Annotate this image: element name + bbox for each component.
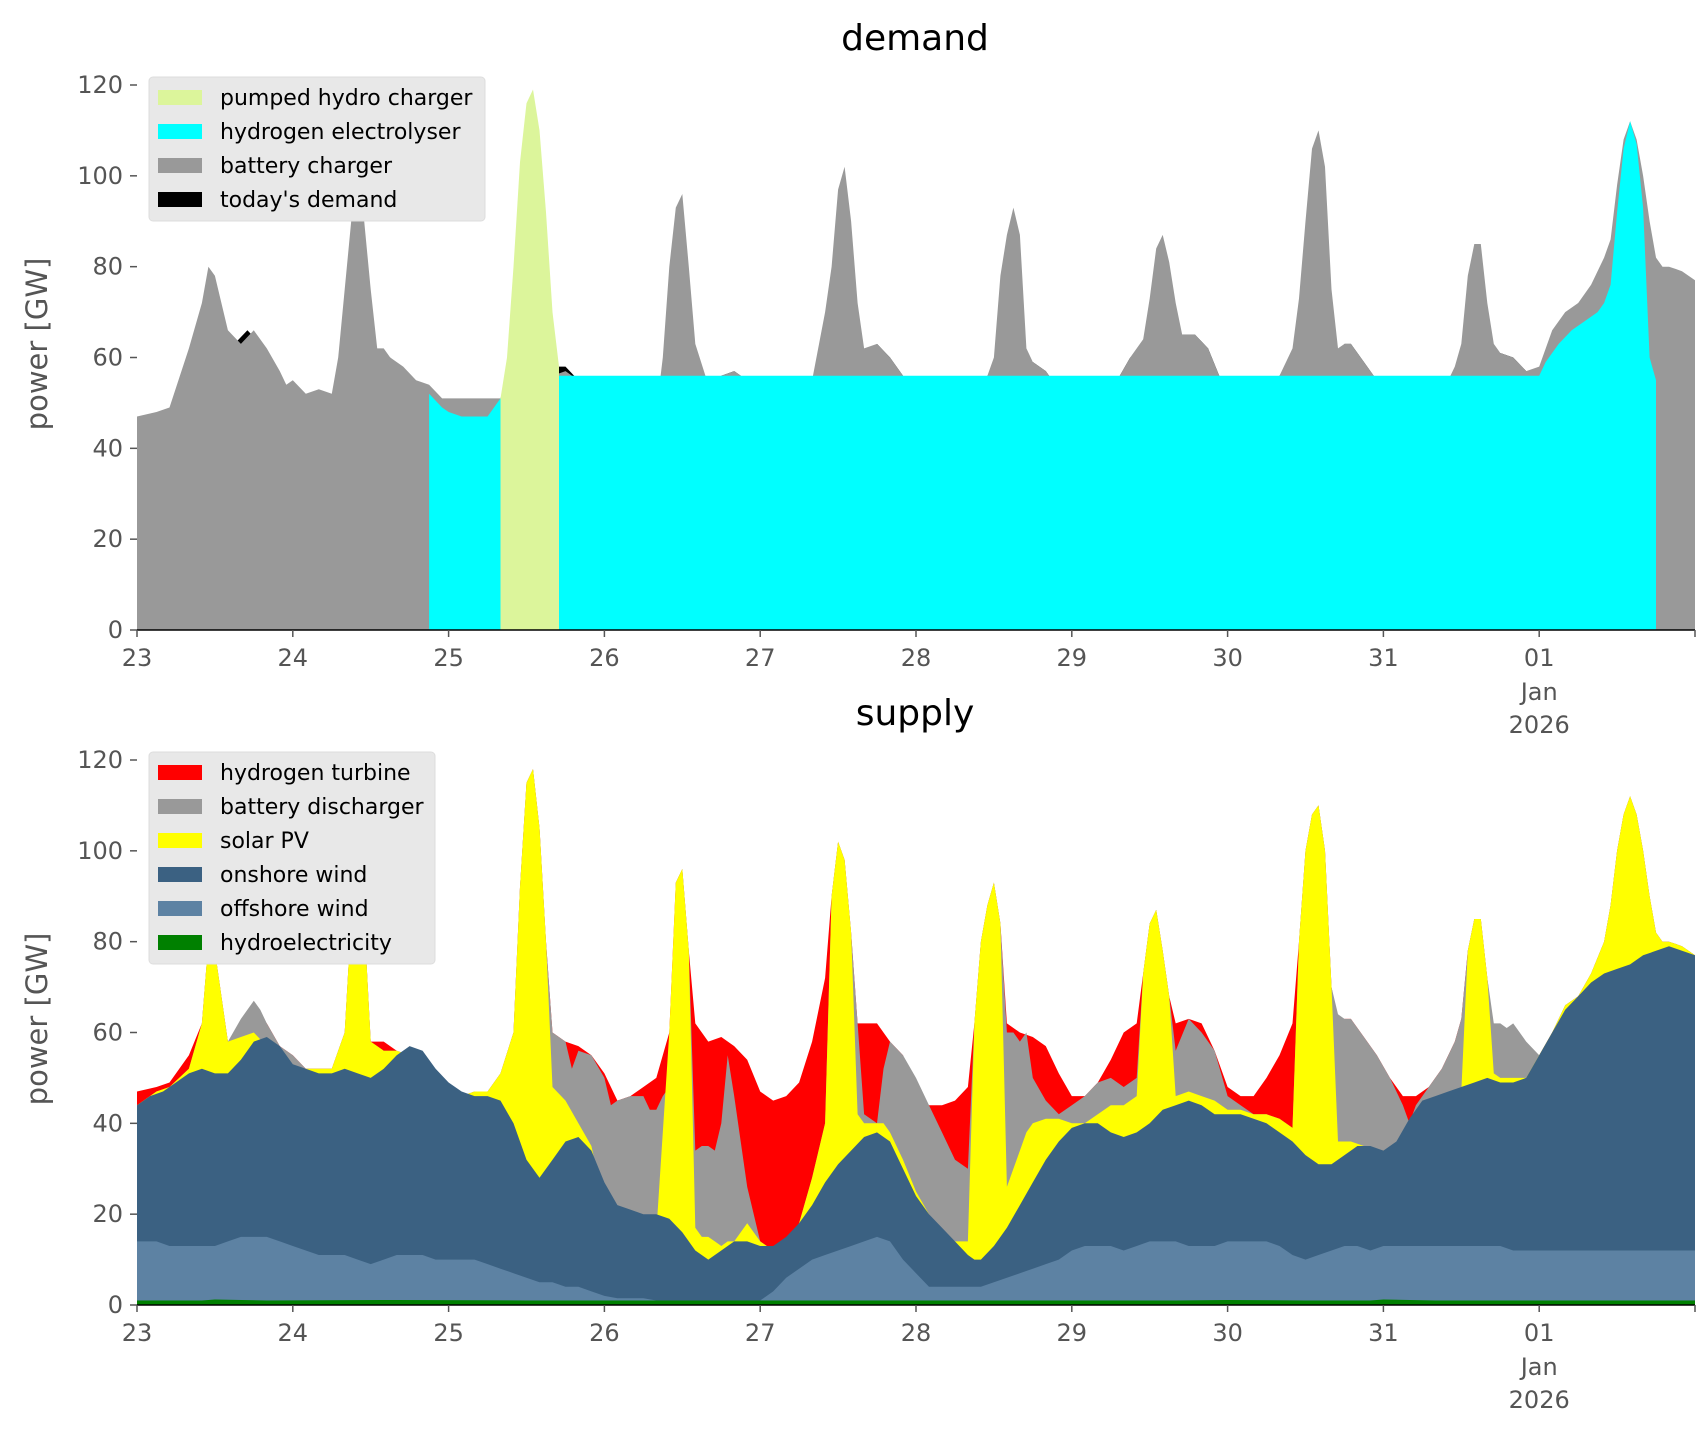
supply-xtick-label: 30 — [1212, 1319, 1243, 1347]
demand-plot-area — [137, 89, 1695, 631]
demand-ytick-label: 100 — [77, 162, 123, 190]
supply-ytick-label: 0 — [108, 1291, 123, 1319]
supply-xtick-label: 01 — [1524, 1319, 1555, 1347]
supply-legend-box — [148, 751, 436, 965]
supply-area-onshore-wind — [137, 946, 1695, 1305]
legend-swatch-pumped-hydro-charger — [158, 90, 202, 105]
demand-title: demand — [841, 18, 989, 59]
demand-xtick-label: 28 — [901, 644, 932, 672]
demand-area-hydrogen-electrolyser — [429, 121, 1657, 631]
supply-ytick-label: 100 — [77, 837, 123, 865]
supply-ytick-label: 20 — [92, 1200, 123, 1228]
demand-x-axis: 23 24 25 26 27 28 29 30 31 01 Jan 2026 — [122, 630, 1696, 739]
legend-label-hydroelectricity: hydroelectricity — [220, 931, 392, 956]
demand-y-axis: 0 20 40 60 80 100 120 — [77, 71, 137, 644]
supply-ylabel: power [GW] — [20, 933, 54, 1106]
supply-y-axis: 0 20 40 60 80 100 120 — [77, 746, 137, 1319]
legend-swatch-offshore-wind — [158, 901, 202, 916]
demand-ytick-label: 20 — [92, 525, 123, 553]
supply-ytick-label: 80 — [92, 928, 123, 956]
legend-swatch-battery-charger — [158, 158, 202, 173]
demand-ytick-label: 60 — [92, 344, 123, 372]
legend-swatch-onshore-wind — [158, 867, 202, 882]
demand-ylabel: power [GW] — [20, 258, 54, 431]
demand-xtick-label: 29 — [1057, 644, 1088, 672]
supply-xtick-label: 24 — [278, 1319, 309, 1347]
demand-legend: pumped hydro charger hydrogen electrolys… — [148, 76, 486, 222]
demand-xtick-label: 26 — [589, 644, 620, 672]
demand-xtick-label: 30 — [1212, 644, 1243, 672]
demand-ytick-label: 40 — [92, 434, 123, 462]
demand-legend-box — [148, 76, 486, 222]
legend-swatch-hydrogen-turbine — [158, 765, 202, 780]
demand-ytick-label: 80 — [92, 253, 123, 281]
demand-ytick-label: 120 — [77, 71, 123, 99]
supply-xtick-label: 28 — [901, 1319, 932, 1347]
supply-ytick-label: 40 — [92, 1109, 123, 1137]
supply-xtick-label: 31 — [1368, 1319, 1399, 1347]
supply-area-offshore-wind — [137, 1236, 1695, 1305]
supply-legend: hydrogen turbine battery discharger sola… — [148, 751, 436, 965]
supply-xtick-sublabel: 2026 — [1509, 1386, 1570, 1414]
legend-label-hydrogen-electrolyser: hydrogen electrolyser — [220, 120, 461, 145]
demand-panel: demand power [GW] 0 20 40 60 80 100 120 23 24 25… — [20, 18, 1696, 739]
supply-area-hydroelectricity — [137, 1299, 1695, 1305]
legend-swatch-solar-pv — [158, 833, 202, 848]
demand-xtick-label: 27 — [745, 644, 776, 672]
legend-label-solar-pv: solar PV — [220, 829, 309, 854]
supply-xtick-label: 29 — [1057, 1319, 1088, 1347]
demand-ytick-label: 0 — [108, 616, 123, 644]
legend-swatch-battery-discharger — [158, 799, 202, 814]
legend-label-todays-demand: today's demand — [220, 188, 397, 213]
legend-label-hydrogen-turbine: hydrogen turbine — [220, 761, 411, 786]
demand-xtick-label: 24 — [278, 644, 309, 672]
supply-xtick-sublabel: Jan — [1519, 1353, 1558, 1381]
demand-xtick-sublabel: Jan — [1519, 678, 1558, 706]
demand-xtick-sublabel: 2026 — [1509, 711, 1570, 739]
legend-swatch-todays-demand — [158, 192, 202, 207]
legend-swatch-hydrogen-electrolyser — [158, 124, 202, 139]
legend-label-offshore-wind: offshore wind — [220, 897, 369, 922]
legend-label-pumped-hydro-charger: pumped hydro charger — [220, 86, 473, 111]
demand-xtick-label: 31 — [1368, 644, 1399, 672]
supply-xtick-label: 25 — [433, 1319, 464, 1347]
supply-title: supply — [856, 693, 975, 734]
legend-label-battery-charger: battery charger — [220, 154, 393, 179]
supply-xtick-label: 26 — [589, 1319, 620, 1347]
demand-area-pumped-hydro-charger — [500, 89, 559, 630]
supply-x-axis: 23 24 25 26 27 28 29 30 31 01 Jan 2026 — [122, 1305, 1696, 1414]
supply-xtick-label: 27 — [745, 1319, 776, 1347]
legend-swatch-hydroelectricity — [158, 935, 202, 950]
legend-label-battery-discharger: battery discharger — [220, 795, 425, 820]
demand-xtick-label: 25 — [433, 644, 464, 672]
legend-label-onshore-wind: onshore wind — [220, 863, 367, 888]
demand-xtick-label: 23 — [122, 644, 153, 672]
supply-xtick-label: 23 — [122, 1319, 153, 1347]
demand-xtick-label: 01 — [1524, 644, 1555, 672]
supply-plot-area — [137, 769, 1695, 1306]
supply-panel: supply power [GW] 0 20 40 60 80 100 120 23 24 25… — [20, 693, 1696, 1414]
supply-ytick-label: 120 — [77, 746, 123, 774]
supply-ytick-label: 60 — [92, 1019, 123, 1047]
